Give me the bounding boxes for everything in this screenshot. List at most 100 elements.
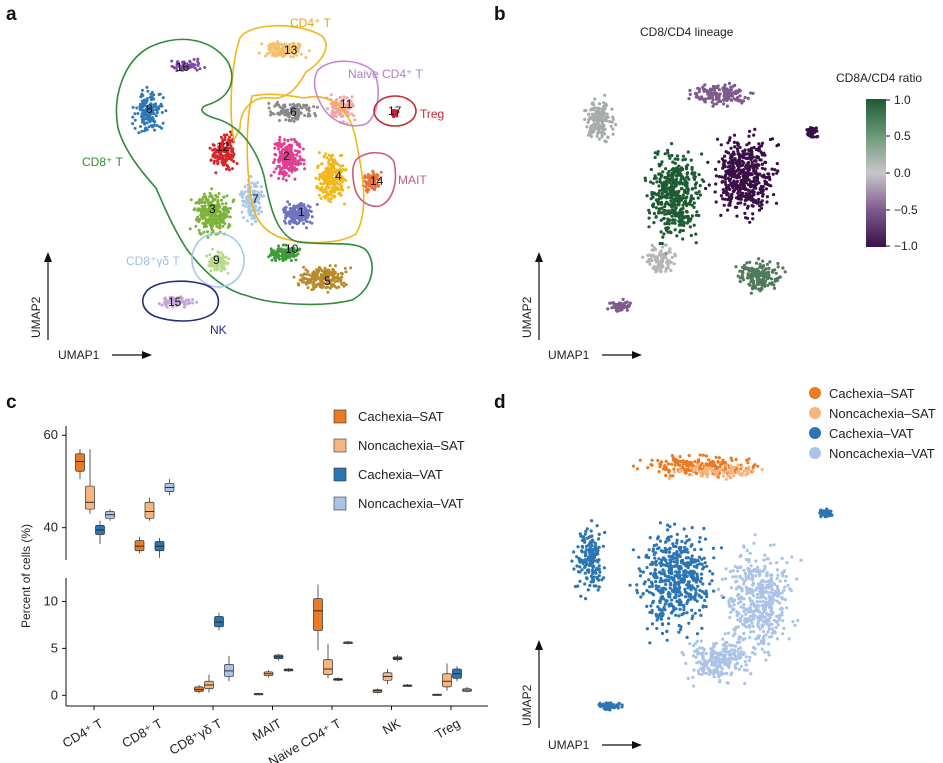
cell-dot-cluster-2 — [289, 165, 293, 169]
cell-dot-cluster-8 — [161, 121, 165, 125]
cell-dot-cluster-5 — [343, 266, 347, 270]
cell-dot-ratio — [727, 183, 731, 187]
cell-dot-cluster-4 — [333, 159, 337, 163]
cell-dot-ratio — [680, 176, 684, 180]
cell-dot-cachexia-vat — [678, 574, 682, 578]
cell-dot-cluster-6 — [278, 119, 281, 122]
cell-dot-cluster-3 — [196, 208, 199, 212]
cell-dot-cluster-15 — [182, 299, 185, 303]
c-box — [85, 485, 95, 510]
cell-dot-cluster-4 — [314, 176, 318, 180]
cell-dot-ratio — [774, 201, 779, 205]
cell-dot-ratio — [611, 305, 616, 309]
cell-dot-ratio — [756, 163, 761, 167]
cell-dot-cluster-13 — [268, 48, 272, 52]
cell-dot-cluster-9 — [225, 262, 229, 266]
cell-dot-cluster-4 — [317, 177, 321, 181]
cell-dot-cluster-3 — [216, 195, 220, 199]
cell-dot-ratio — [698, 184, 702, 188]
cell-dot-cluster-1 — [284, 221, 288, 225]
cell-dot-ratio — [693, 183, 698, 187]
cell-dot-ratio — [729, 193, 734, 197]
cell-dot-cachexia-sat — [704, 462, 708, 467]
c-xtick-label: CD8⁺ T — [119, 716, 165, 751]
cell-dot-cachexia-sat — [704, 454, 709, 458]
cell-dot-cluster-16 — [175, 62, 179, 66]
cell-dot-cachexia-vat — [685, 611, 689, 615]
cell-dot-cluster-8 — [148, 116, 152, 120]
cell-dot-noncachexia-sat — [695, 468, 699, 472]
cell-dot-cachexia-vat — [663, 573, 667, 578]
cell-dot-cachexia-sat — [673, 463, 677, 467]
cell-dot-cachexia-sat — [631, 464, 636, 468]
cell-dot-cachexia-vat — [669, 581, 673, 586]
cell-dot-ratio — [759, 158, 763, 162]
cell-dot-cachexia-vat — [585, 527, 589, 531]
cell-dot-cluster-8 — [133, 126, 137, 130]
cell-dot-cluster-3 — [228, 206, 232, 210]
cell-dot-ratio — [723, 154, 727, 158]
cluster-number-6: 6 — [290, 105, 297, 119]
cell-dot-cluster-12 — [227, 138, 231, 142]
c-boxes — [75, 449, 472, 697]
cell-dot-cluster-6 — [292, 119, 296, 123]
cell-dot-cachexia-vat — [690, 554, 694, 558]
cell-dot-ratio — [666, 266, 670, 270]
cell-dot-cachexia-vat — [677, 623, 681, 628]
cell-dot-noncachexia-sat — [751, 468, 755, 473]
c-box — [144, 501, 155, 519]
cell-dot-cluster-5 — [296, 282, 300, 286]
cell-dot-cluster-2 — [277, 177, 281, 180]
cell-dot-cluster-3 — [228, 215, 232, 219]
cell-dot-noncachexia-sat — [740, 465, 744, 469]
cell-dot-ratio — [765, 200, 769, 204]
cell-dot-ratio — [772, 193, 776, 197]
cell-dot-cluster-1 — [284, 205, 288, 209]
cell-dot-cluster-4 — [347, 185, 350, 189]
cell-dot-ratio — [760, 153, 764, 157]
cell-dot-cluster-4 — [340, 153, 344, 157]
cell-dot-cachexia-vat — [589, 529, 593, 533]
label-nk: NK — [210, 323, 227, 337]
cell-dot-cluster-8 — [152, 124, 156, 128]
cell-dot-cluster-3 — [207, 220, 211, 224]
cell-dot-cluster-3 — [201, 221, 205, 225]
cell-dot-cachexia-vat — [664, 587, 668, 591]
cell-dot-cachexia-vat — [695, 632, 700, 636]
cell-dot-cluster-1 — [288, 207, 292, 210]
cell-dot-ratio — [663, 194, 667, 198]
cell-dot-cluster-7 — [253, 185, 256, 188]
cell-dot-cluster-4 — [327, 177, 330, 181]
c-xtick-label: Treg — [432, 716, 462, 742]
cell-dot-ratio — [730, 171, 734, 176]
c-legend-item-noncachexia-vat: Noncachexia–VAT — [333, 496, 464, 511]
c-ytick-label: 60 — [44, 427, 58, 442]
cell-dot-cachexia-sat — [664, 459, 668, 463]
cell-dot-ratio — [735, 179, 739, 184]
cell-dot-cachexia-sat — [658, 465, 662, 469]
cell-dot-cluster-12 — [226, 140, 229, 144]
cell-dot-ratio — [597, 137, 602, 141]
cell-dot-cluster-3 — [194, 218, 198, 222]
cell-dot-ratio — [739, 168, 743, 172]
cell-dot-cluster-14 — [365, 180, 368, 184]
cell-dot-ratio — [766, 172, 770, 176]
cell-dot-cluster-6 — [283, 111, 287, 115]
cell-dot-ratio — [697, 190, 701, 194]
cell-dot-cachexia-vat — [663, 540, 668, 544]
cell-dot-ratio — [653, 174, 657, 178]
cell-dot-ratio — [768, 137, 773, 142]
cell-dot-cachexia-vat — [648, 610, 652, 614]
cell-dot-cachexia-vat — [677, 614, 681, 618]
cell-dot-ratio — [767, 183, 771, 187]
cell-dot-cluster-12 — [214, 171, 218, 175]
cell-dot-cluster-7 — [245, 201, 248, 205]
cell-dot-ratio — [738, 158, 742, 162]
cell-dot-cluster-1 — [305, 213, 309, 216]
cell-dot-noncachexia-sat — [746, 470, 750, 474]
umap1-arrowhead — [142, 351, 152, 359]
cell-dot-cluster-8 — [140, 118, 144, 122]
cell-dot-ratio — [606, 135, 610, 139]
cell-dot-cluster-7 — [250, 222, 254, 226]
cell-dot-cachexia-sat — [672, 467, 676, 471]
